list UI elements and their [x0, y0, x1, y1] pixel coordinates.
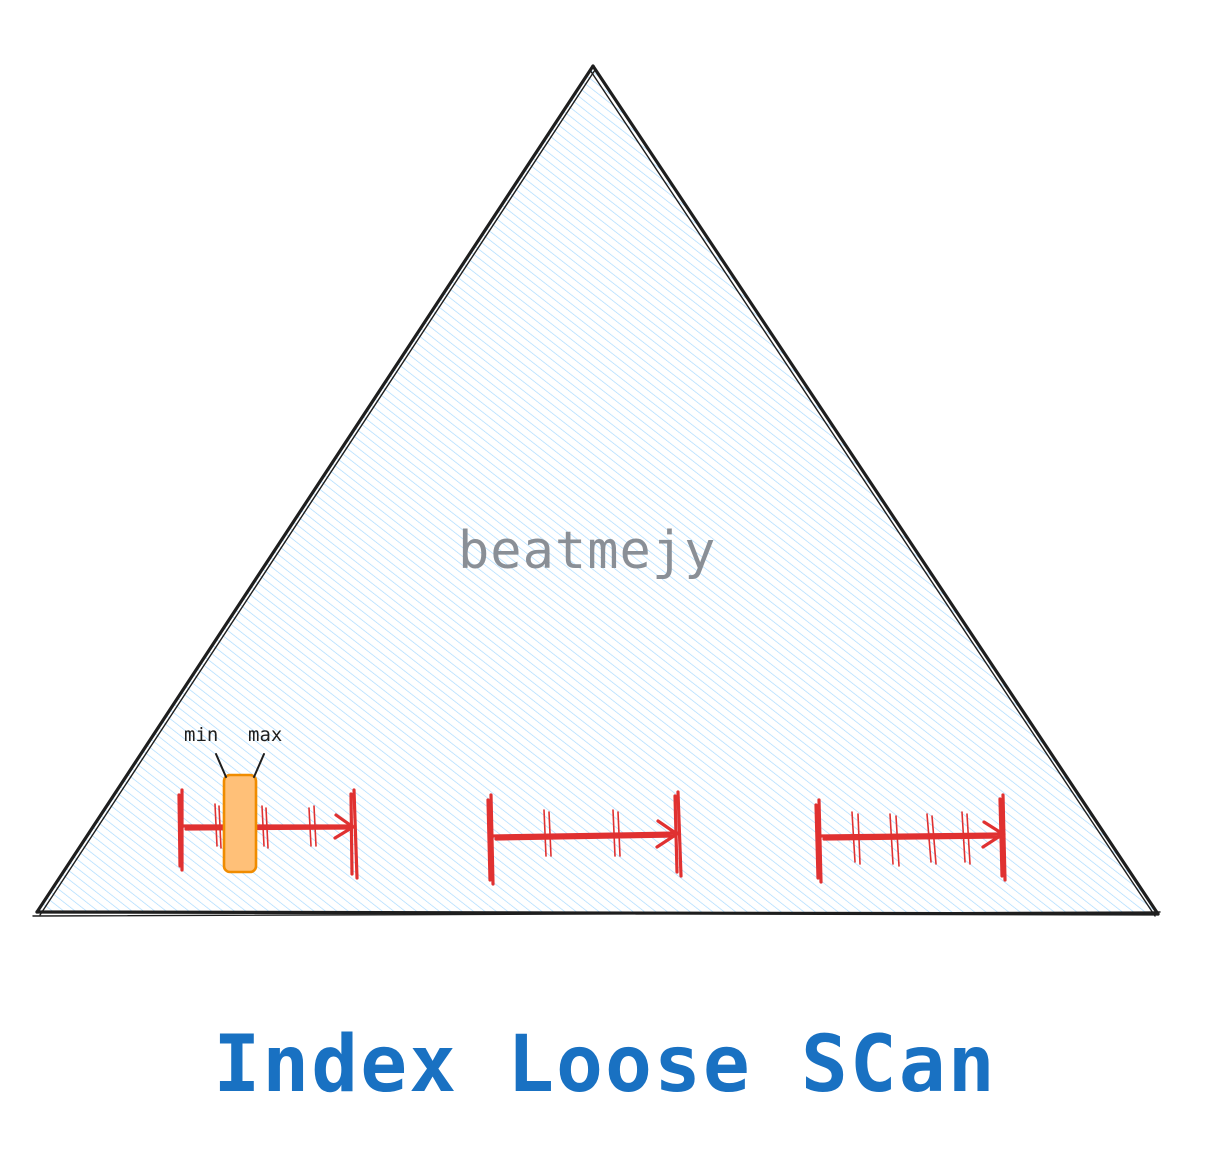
min-leader-line: [215, 753, 227, 778]
range-2-ticks: [543, 809, 621, 857]
index-tree-fill: [37, 66, 1158, 914]
range-group-2: [486, 790, 683, 886]
range-3-end-bar: [998, 793, 1007, 882]
range-1-start-bar: [177, 788, 184, 872]
index-loose-scan-diagram: beatmejy min max: [32, 64, 1161, 917]
range-group-3: [814, 793, 1007, 884]
range-3-ticks: [851, 811, 971, 867]
range-1-arrowhead: [333, 813, 356, 840]
range-3-start-bar: [814, 798, 823, 884]
range-group-1: min max: [177, 724, 359, 880]
range-3-arrow-line: [819, 832, 1004, 841]
diagram-title: Index Loose SCan: [213, 1020, 997, 1110]
range-2-start-bar: [486, 793, 495, 886]
min-label: min: [184, 724, 218, 746]
range-1-end-bar: [349, 788, 359, 880]
range-2-arrowhead: [655, 819, 680, 849]
watermark-text: beatmejy: [458, 521, 716, 581]
max-leader-line: [253, 753, 265, 778]
max-label: max: [248, 724, 282, 746]
range-3-arrowhead: [981, 820, 1006, 849]
range-2-arrow-line: [491, 831, 679, 841]
index-tree-outline: [32, 64, 1161, 917]
min-max-highlight: [222, 773, 258, 874]
range-1-ticks: [214, 803, 317, 849]
